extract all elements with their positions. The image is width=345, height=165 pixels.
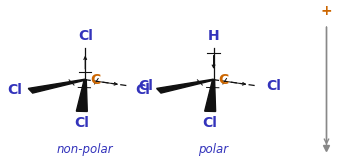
Text: Cl: Cl: [135, 83, 150, 97]
Polygon shape: [76, 80, 87, 112]
Text: H: H: [208, 29, 219, 43]
Text: C: C: [219, 73, 229, 87]
Text: C: C: [90, 73, 101, 87]
Text: Cl: Cl: [203, 116, 218, 130]
Text: +: +: [321, 4, 332, 18]
Polygon shape: [157, 79, 214, 93]
Text: polar: polar: [198, 143, 229, 156]
Text: non-polar: non-polar: [57, 143, 114, 156]
Polygon shape: [28, 79, 86, 93]
Polygon shape: [205, 80, 216, 112]
Text: Cl: Cl: [267, 79, 282, 93]
Text: Cl: Cl: [138, 79, 153, 93]
Text: Cl: Cl: [7, 83, 22, 97]
Text: Cl: Cl: [78, 29, 93, 43]
Text: Cl: Cl: [75, 116, 89, 130]
